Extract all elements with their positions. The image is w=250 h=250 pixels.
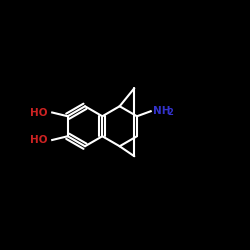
Text: 2: 2 <box>168 108 173 117</box>
Text: HO: HO <box>30 135 48 145</box>
Text: HO: HO <box>30 108 48 118</box>
Text: NH: NH <box>153 106 171 116</box>
